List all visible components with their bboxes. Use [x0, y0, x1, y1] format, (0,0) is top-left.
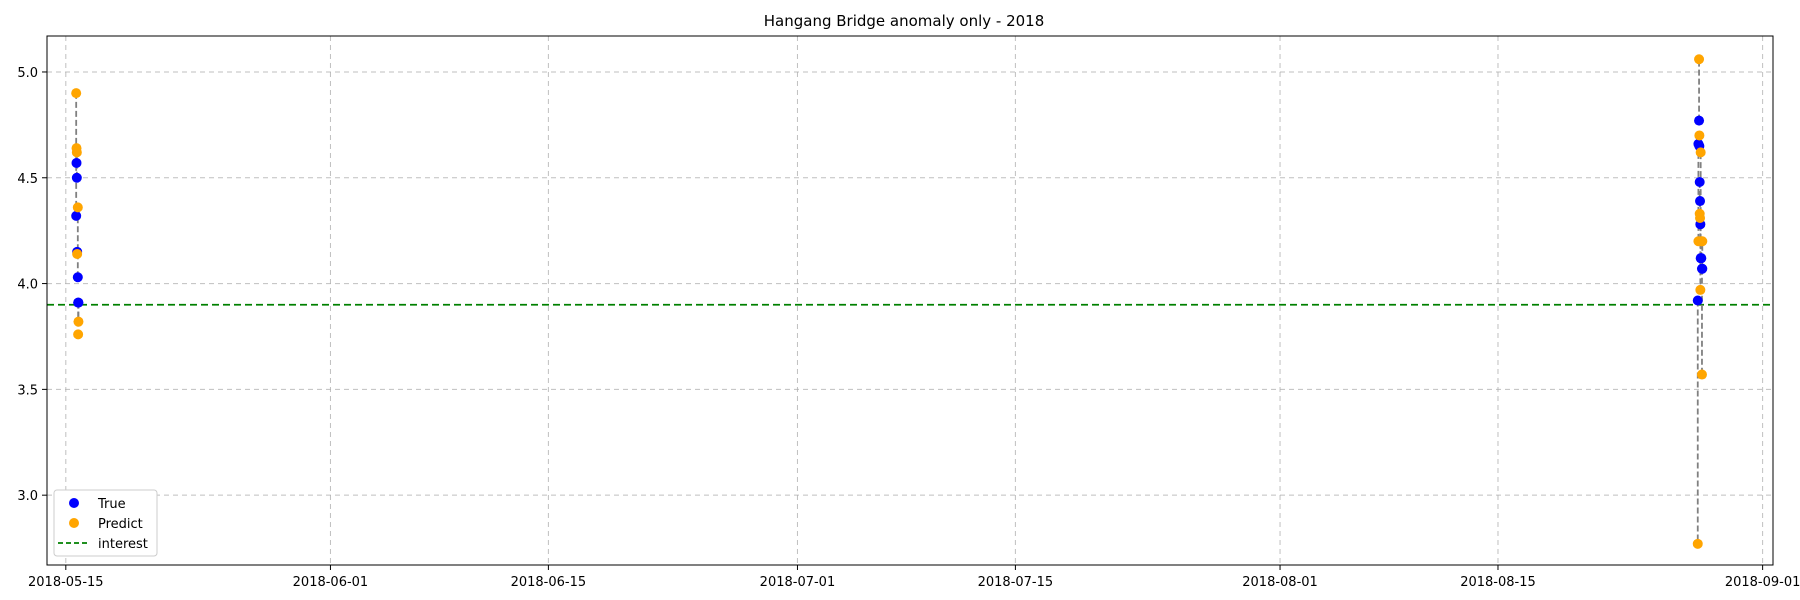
predict-point — [72, 248, 83, 259]
x-tick-label: 2018-05-15 — [28, 575, 104, 590]
predict-point — [1697, 236, 1708, 247]
predict-point — [71, 88, 82, 99]
predict-point — [1695, 284, 1706, 295]
x-tick-label: 2018-08-01 — [1242, 575, 1318, 590]
true-point — [1694, 177, 1705, 188]
true-point — [71, 157, 82, 168]
predict-point — [1692, 538, 1703, 549]
grid — [47, 36, 1773, 565]
legend: True Predict interest — [53, 489, 158, 557]
true-point — [73, 297, 84, 308]
predict-point — [73, 329, 84, 340]
x-tick-label: 2018-09-01 — [1725, 575, 1800, 590]
x-tick-label: 2018-07-01 — [760, 575, 836, 590]
predict-point — [73, 316, 84, 327]
true-point — [1695, 196, 1706, 207]
true-point — [71, 210, 82, 221]
chart-title: Hangang Bridge anomaly only - 2018 — [764, 12, 1045, 30]
y-tick-label: 3.0 — [17, 489, 38, 504]
x-tick-label: 2018-07-15 — [978, 575, 1054, 590]
true-point — [1697, 263, 1708, 274]
legend-marker-true — [69, 498, 79, 508]
connector-lines — [75, 59, 1704, 544]
true-point — [71, 172, 82, 183]
legend-marker-predict — [69, 518, 79, 528]
predict-point — [72, 202, 83, 213]
legend-label-true: True — [97, 497, 126, 512]
true-point — [1694, 115, 1705, 126]
true-point — [1692, 295, 1703, 306]
x-tick-label: 2018-08-15 — [1460, 575, 1536, 590]
plot-frame — [46, 35, 1774, 566]
y-tick-label: 4.0 — [17, 278, 38, 293]
legend-label-predict: Predict — [98, 517, 143, 532]
true-point — [1696, 253, 1707, 264]
predict-point — [71, 147, 82, 158]
predict-point — [1696, 369, 1707, 380]
y-tick-label: 3.5 — [17, 383, 38, 398]
true-point — [72, 272, 83, 283]
x-tick-label: 2018-06-15 — [511, 575, 587, 590]
predict-point — [1695, 212, 1706, 223]
predict-point — [1694, 54, 1705, 65]
predict-point — [1695, 147, 1706, 158]
legend-label-interest: interest — [98, 537, 148, 552]
axes: 2018-05-15 2018-06-01 2018-06-15 2018-07-01… — [17, 66, 1800, 590]
legend-box — [53, 489, 158, 557]
x-tick-label: 2018-06-01 — [293, 575, 369, 590]
y-tick-label: 5.0 — [17, 66, 38, 81]
y-tick-label: 4.5 — [17, 172, 38, 187]
predict-point — [1694, 130, 1705, 141]
data-points — [71, 54, 1708, 549]
